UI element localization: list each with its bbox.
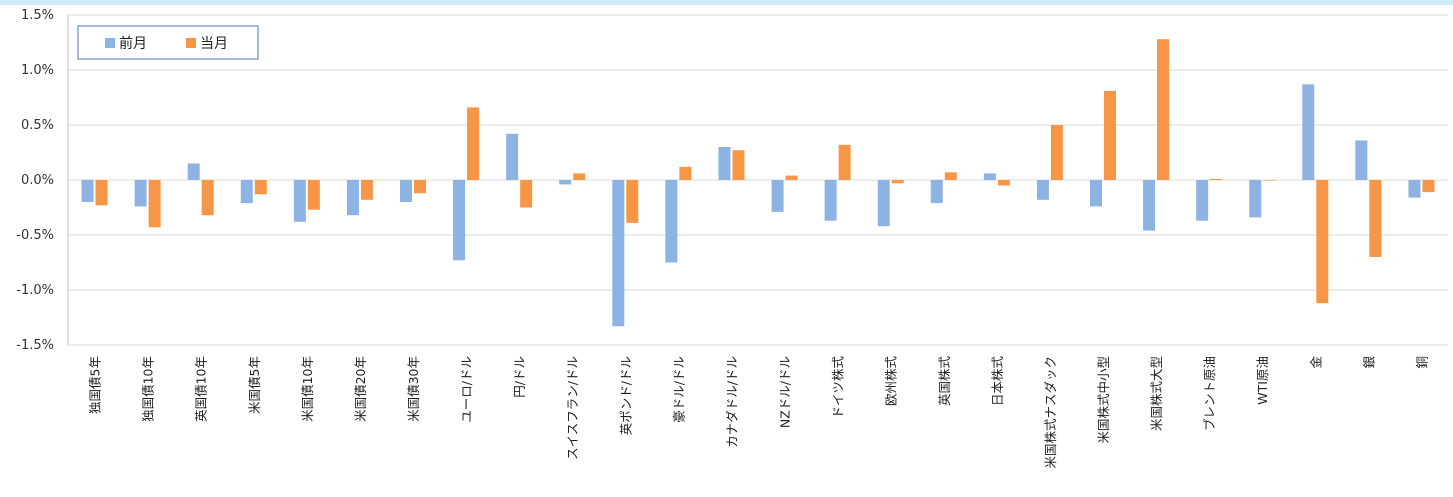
bars xyxy=(81,39,1435,327)
bar-prev-22 xyxy=(1249,180,1262,218)
x-tick-label: 英国債10年 xyxy=(194,356,209,422)
bar-prev-16 xyxy=(930,180,943,204)
x-tick-label: 米国株式ナスダック xyxy=(1043,356,1058,469)
bar-prev-21 xyxy=(1196,180,1209,221)
y-axis-ticks: 1.5% 1.0% 0.5% 0.0% -0.5% -1.0% -1.5% xyxy=(16,8,54,353)
bar-curr-4 xyxy=(307,180,320,210)
bar-prev-17 xyxy=(983,173,996,180)
gridlines xyxy=(67,14,1448,346)
bar-curr-19 xyxy=(1104,90,1116,180)
legend: 前月 当月 xyxy=(77,25,259,60)
bar-curr-5 xyxy=(360,180,373,200)
x-tick-label: 独国債5年 xyxy=(88,356,103,414)
x-tick-label: カナダドル/ドル xyxy=(724,356,739,448)
top-accent-bar xyxy=(0,0,1453,5)
bar-curr-14 xyxy=(838,144,851,180)
bar-curr-20 xyxy=(1157,39,1170,181)
x-tick-label: 米国株式中小型 xyxy=(1096,356,1111,444)
x-axis-ticks: 独国債5年 独国債10年 英国債10年 米国債5年 米国債10年 米国債20年 米国債30年… xyxy=(88,356,1430,469)
x-tick-label: ブレント原油 xyxy=(1202,356,1217,431)
bar-prev-11 xyxy=(665,180,678,263)
x-tick-label: 英国株式 xyxy=(937,356,952,407)
x-tick-label: スイスフラン/ドル xyxy=(565,356,580,460)
x-tick-label: 米国株式大型 xyxy=(1149,356,1164,431)
x-tick-label: 銅 xyxy=(1414,356,1429,369)
x-tick-label: 独国債10年 xyxy=(141,356,156,422)
bar-prev-18 xyxy=(1036,180,1049,200)
bar-curr-24 xyxy=(1369,180,1382,257)
x-tick-label: 米国債5年 xyxy=(247,356,262,414)
y-tick-label: -0.5% xyxy=(16,228,54,243)
bar-prev-8 xyxy=(506,133,519,180)
legend-label: 当月 xyxy=(200,36,228,52)
y-tick-label: -1.5% xyxy=(16,338,54,353)
bar-prev-6 xyxy=(400,180,412,202)
bar-curr-8 xyxy=(520,180,533,208)
x-tick-label: NZドル/ドル xyxy=(778,356,793,428)
bar-curr-21 xyxy=(1210,178,1223,180)
legend-swatch xyxy=(186,38,196,48)
bar-prev-10 xyxy=(612,180,625,327)
bar-curr-16 xyxy=(944,172,957,180)
bar-curr-7 xyxy=(467,107,480,180)
bar-prev-23 xyxy=(1302,84,1315,180)
legend-label: 前月 xyxy=(119,35,147,52)
x-tick-label: 豪ドル/ドル xyxy=(671,356,686,423)
bar-prev-20 xyxy=(1143,180,1156,231)
bar-curr-18 xyxy=(1050,125,1063,180)
bar-prev-14 xyxy=(824,180,837,221)
bar-curr-23 xyxy=(1316,180,1329,304)
bar-curr-0 xyxy=(95,180,108,206)
bar-curr-17 xyxy=(997,180,1010,186)
bar-prev-25 xyxy=(1408,180,1421,198)
bar-curr-9 xyxy=(573,173,586,180)
bar-curr-25 xyxy=(1422,180,1435,193)
bar-prev-1 xyxy=(134,180,147,207)
x-tick-label: ドイツ株式 xyxy=(831,356,846,419)
y-tick-label: 1.0% xyxy=(21,63,54,78)
bar-curr-12 xyxy=(732,150,745,180)
x-tick-label: 日本株式 xyxy=(990,356,1005,407)
x-tick-label: 英ポンド/ドル xyxy=(618,356,633,435)
bar-curr-2 xyxy=(201,180,214,216)
bar-curr-22 xyxy=(1263,180,1276,181)
x-tick-label: 米国債10年 xyxy=(300,356,315,422)
bar-prev-3 xyxy=(240,180,253,204)
bar-curr-10 xyxy=(626,180,639,223)
x-tick-label: 金 xyxy=(1308,356,1323,369)
x-tick-label: WTI原油 xyxy=(1255,356,1270,405)
bar-prev-7 xyxy=(453,180,466,261)
legend-swatch xyxy=(105,38,115,48)
x-tick-label: 米国債20年 xyxy=(353,356,368,422)
bar-prev-5 xyxy=(346,180,359,216)
bar-curr-1 xyxy=(148,180,161,228)
x-tick-label: 銀 xyxy=(1361,356,1376,369)
bar-curr-13 xyxy=(785,175,798,180)
x-tick-label: ユーロ/ドル xyxy=(459,356,474,423)
y-tick-label: 0.0% xyxy=(21,173,54,188)
bar-curr-11 xyxy=(679,166,692,180)
bar-prev-13 xyxy=(771,180,784,212)
y-tick-label: -1.0% xyxy=(16,283,54,298)
x-tick-label: 円/ドル xyxy=(512,356,527,398)
bar-prev-15 xyxy=(877,180,890,227)
y-tick-label: 0.5% xyxy=(21,118,54,133)
bar-prev-0 xyxy=(81,180,94,202)
bar-prev-9 xyxy=(559,180,572,185)
bar-prev-24 xyxy=(1355,140,1368,180)
bar-prev-2 xyxy=(187,163,200,180)
bar-prev-4 xyxy=(293,180,306,222)
bar-curr-6 xyxy=(414,180,426,194)
bar-prev-19 xyxy=(1090,180,1102,207)
y-tick-label: 1.5% xyxy=(21,8,54,23)
bar-curr-3 xyxy=(254,180,267,195)
x-tick-label: 欧州株式 xyxy=(884,356,899,407)
bar-curr-15 xyxy=(891,180,904,184)
bar-prev-12 xyxy=(718,147,731,180)
x-tick-label: 米国債30年 xyxy=(406,356,421,422)
